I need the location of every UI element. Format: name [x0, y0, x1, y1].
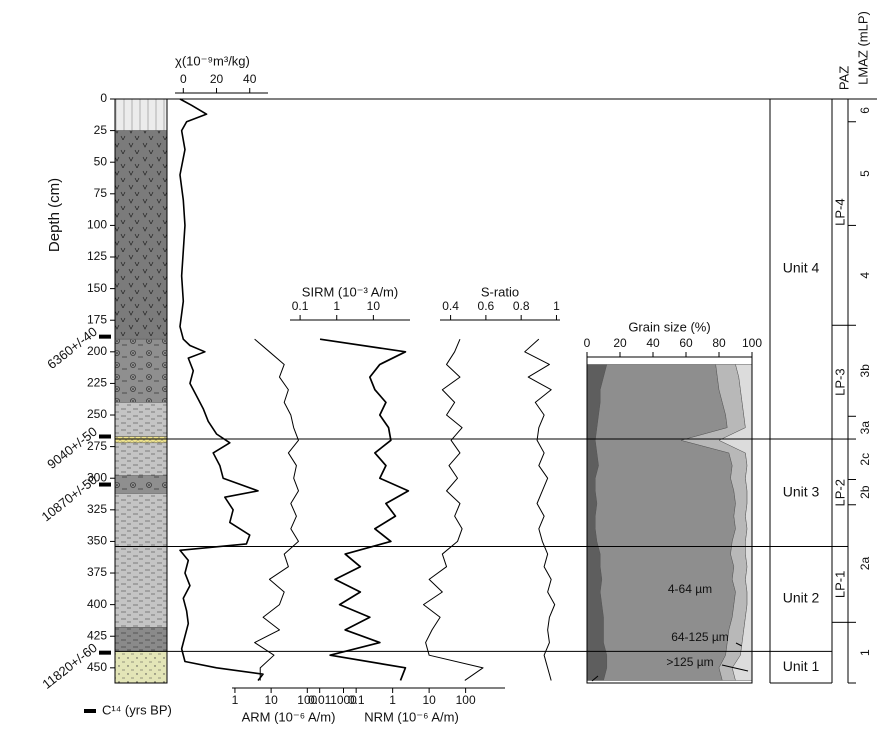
date-legend-label: C¹⁴ (yrs BP)	[102, 702, 172, 717]
x-tick-label: 0.4	[442, 299, 459, 313]
profile-line	[319, 338, 410, 681]
x-tick-label: 100	[456, 693, 476, 707]
x-tick-label: 10	[367, 299, 381, 313]
lmaz-label: 5	[858, 170, 872, 177]
series-label: 4-64 µm	[668, 582, 712, 596]
x-tick-label: 1	[333, 299, 340, 313]
date-label: 10870+/-50	[39, 472, 100, 525]
x-tick-label: 1	[553, 299, 560, 313]
lithology-layer	[114, 651, 168, 684]
lmaz-label: 4	[858, 272, 872, 279]
x-axis-label: SIRM (10⁻³ A/m)	[302, 284, 398, 299]
paz-label: LP-1	[832, 571, 847, 598]
x-axis-label: ARM (10⁻⁶ A/m)	[242, 709, 336, 724]
x-tick-label: 40	[243, 72, 257, 86]
unit-label: Unit 1	[783, 658, 820, 674]
y-tick-label: 75	[94, 186, 108, 200]
y-axis-label: Depth (cm)	[46, 178, 63, 252]
x-tick-label: 0.6	[478, 299, 495, 313]
lithology-layer	[114, 402, 168, 437]
x-axis-label: NRM (10⁻⁶ A/m)	[364, 709, 459, 724]
lithology-layer	[114, 98, 168, 131]
y-tick-label: 350	[87, 534, 107, 548]
paz-label: LP-2	[832, 479, 847, 506]
unit-label: Unit 4	[783, 260, 820, 276]
unit-label: Unit 3	[783, 483, 820, 499]
lmaz-label: 3a	[858, 421, 872, 435]
y-tick-label: 425	[87, 628, 107, 642]
y-tick-label: 125	[87, 249, 107, 263]
grain-frame	[586, 356, 753, 684]
y-tick-label: 200	[87, 344, 107, 358]
x-tick-label: 1000	[330, 693, 357, 707]
y-tick-label: 175	[87, 312, 107, 326]
y-tick-label: 225	[87, 376, 107, 390]
profile-line	[254, 338, 299, 681]
y-tick-label: 275	[87, 439, 107, 453]
y-tick-label: 375	[87, 565, 107, 579]
lmaz-label: 3b	[858, 364, 872, 378]
x-tick-label: 80	[712, 336, 726, 350]
x-tick-label: 0.1	[348, 693, 365, 707]
x-axis-label: χ(10⁻⁹m³/kg)	[175, 53, 250, 68]
unit-label: Unit 2	[783, 590, 820, 606]
x-tick-label: 10	[264, 693, 278, 707]
paz-label: LP-4	[832, 198, 847, 225]
x-axis-label: Grain size (%)	[628, 319, 710, 334]
x-tick-label: 60	[679, 336, 693, 350]
profile-line	[524, 338, 556, 681]
y-tick-label: 325	[87, 502, 107, 516]
y-tick-label: 100	[87, 218, 107, 232]
x-tick-label: 0.1	[292, 299, 309, 313]
series-label: >125 µm	[666, 655, 713, 669]
y-tick-label: 25	[94, 123, 108, 137]
lithology-layer	[114, 436, 168, 444]
lmaz-label: 6	[858, 107, 872, 114]
lmaz-label: 2b	[858, 485, 872, 499]
y-tick-label: 150	[87, 281, 107, 295]
y-tick-label: 400	[87, 597, 107, 611]
lithology-layer	[114, 338, 168, 403]
x-tick-label: 0	[180, 72, 187, 86]
x-tick-label: 20	[613, 336, 627, 350]
x-tick-label: 100	[297, 693, 317, 707]
x-tick-label: 40	[646, 336, 660, 350]
y-tick-label: 300	[87, 470, 107, 484]
x-tick-label: 1	[389, 693, 396, 707]
y-tick-label: 50	[94, 154, 108, 168]
series-label: 64-125 µm	[671, 630, 729, 644]
x-tick-label: 0.01	[308, 693, 332, 707]
x-axis-label: S-ratio	[481, 284, 519, 299]
y-tick-label: 0	[100, 91, 107, 105]
x-tick-label: 20	[210, 72, 224, 86]
lithology-layer	[114, 493, 168, 628]
profile-line	[422, 338, 484, 681]
y-tick-label: 250	[87, 407, 107, 421]
x-tick-label: 100	[742, 336, 762, 350]
lithology-layer	[114, 130, 168, 340]
paz-label: LP-3	[832, 368, 847, 395]
lmaz-label: 1	[858, 649, 872, 656]
x-tick-label: 0.8	[513, 299, 530, 313]
lithology-layer	[114, 442, 168, 476]
x-tick-label: 0	[584, 336, 591, 350]
x-tick-label: 1	[232, 693, 239, 707]
y-tick-label: 450	[87, 660, 107, 674]
profile-line	[179, 98, 264, 681]
lmaz-label: 2a	[858, 557, 872, 571]
x-tick-label: 10	[422, 693, 436, 707]
lithology-layer	[114, 475, 168, 494]
lmaz-label: 2c	[858, 453, 872, 466]
paz-title: PAZ	[836, 66, 851, 90]
lmaz-title: LMAZ (mLP)	[855, 11, 870, 85]
label-leader	[721, 664, 749, 672]
lithology-layer	[114, 627, 168, 652]
label-leader	[591, 675, 599, 682]
